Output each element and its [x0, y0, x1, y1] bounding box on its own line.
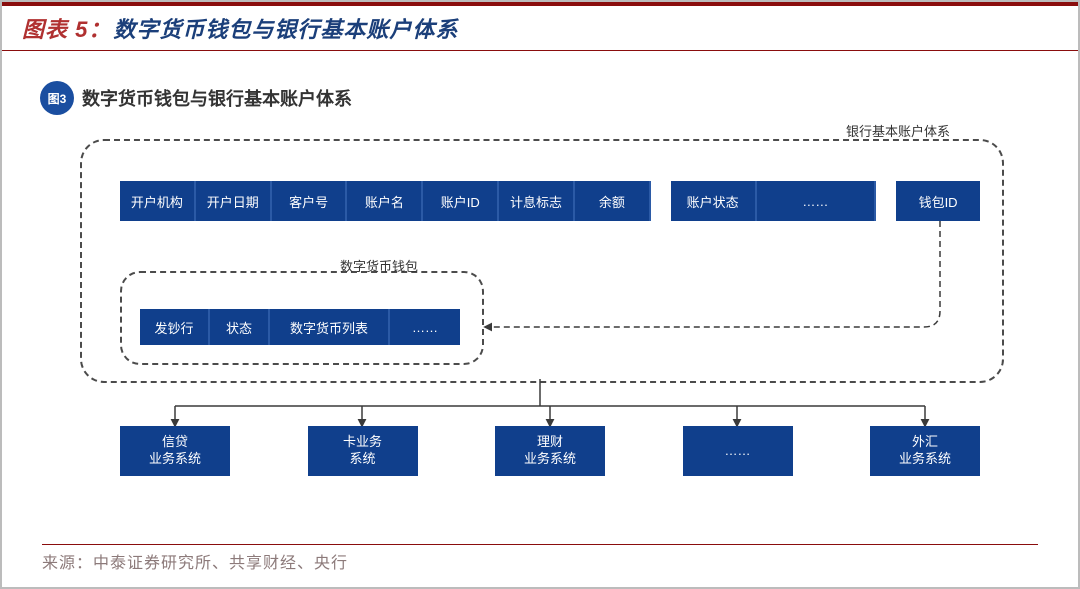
subtitle-badge: 图3	[40, 81, 74, 115]
bank-fields-row: 开户机构开户日期客户号账户名账户ID计息标志余额账户状态…… 钱包ID	[120, 181, 980, 221]
wallet-field-0: 发钞行	[140, 309, 210, 345]
gap	[651, 181, 671, 221]
system-box-3: ……	[683, 426, 793, 476]
figure-title-bar: 图表 5： 数字货币钱包与银行基本账户体系	[2, 2, 1078, 51]
subtitle-text: 数字货币钱包与银行基本账户体系	[82, 85, 352, 111]
wallet-fields-row: 发钞行状态数字货币列表……	[140, 309, 460, 345]
bank-field-3: 账户名	[347, 181, 423, 221]
bank-field-4: 账户ID	[423, 181, 499, 221]
bank-field-5: 计息标志	[499, 181, 575, 221]
figure-title: 数字货币钱包与银行基本账户体系	[113, 12, 458, 44]
bank-field-6: 余额	[575, 181, 651, 221]
bank-field-2: 客户号	[272, 181, 348, 221]
bank-field-status: 账户状态	[671, 181, 757, 221]
gap	[876, 181, 896, 221]
system-box-2: 理财 业务系统	[495, 426, 605, 476]
wallet-field-1: 状态	[210, 309, 270, 345]
system-box-0: 信贷 业务系统	[120, 426, 230, 476]
diagram-subtitle: 图3 数字货币钱包与银行基本账户体系	[40, 81, 352, 115]
bank-field-0: 开户机构	[120, 181, 196, 221]
wallet-group-label: 数字货币钱包	[340, 256, 418, 275]
bank-field-ellipsis: ……	[757, 181, 877, 221]
bank-group-label: 银行基本账户体系	[846, 121, 950, 140]
wallet-field-3: ……	[390, 309, 460, 345]
bank-field-wallet-id: 钱包ID	[896, 181, 980, 221]
source-divider	[42, 544, 1038, 545]
source-text: 来源：中泰证券研究所、共享财经、央行	[42, 549, 348, 573]
system-box-1: 卡业务 系统	[308, 426, 418, 476]
bank-field-1: 开户日期	[196, 181, 272, 221]
systems-row: 信贷 业务系统 卡业务 系统 理财 业务系统 …… 外汇 业务系统	[120, 426, 980, 476]
diagram: 图3 数字货币钱包与银行基本账户体系 银行基本账户体系 开户机构开户日期客户号账…	[40, 81, 1040, 501]
system-box-4: 外汇 业务系统	[870, 426, 980, 476]
figure-number: 图表 5：	[22, 12, 111, 44]
wallet-field-2: 数字货币列表	[270, 309, 390, 345]
